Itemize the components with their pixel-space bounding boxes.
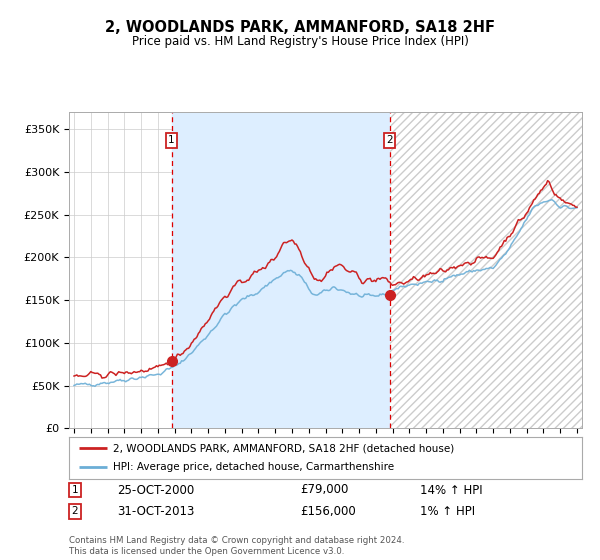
Bar bbox=[390, 112, 600, 428]
Text: Contains HM Land Registry data © Crown copyright and database right 2024.
This d: Contains HM Land Registry data © Crown c… bbox=[69, 536, 404, 556]
Text: 2, WOODLANDS PARK, AMMANFORD, SA18 2HF (detached house): 2, WOODLANDS PARK, AMMANFORD, SA18 2HF (… bbox=[113, 443, 454, 453]
Text: Price paid vs. HM Land Registry's House Price Index (HPI): Price paid vs. HM Land Registry's House … bbox=[131, 35, 469, 48]
Text: £156,000: £156,000 bbox=[300, 505, 356, 518]
Text: 25-OCT-2000: 25-OCT-2000 bbox=[117, 483, 194, 497]
Text: HPI: Average price, detached house, Carmarthenshire: HPI: Average price, detached house, Carm… bbox=[113, 463, 394, 473]
Text: 2, WOODLANDS PARK, AMMANFORD, SA18 2HF: 2, WOODLANDS PARK, AMMANFORD, SA18 2HF bbox=[105, 20, 495, 35]
Text: 2: 2 bbox=[71, 506, 79, 516]
Text: 2: 2 bbox=[386, 136, 393, 146]
Bar bbox=[172, 112, 390, 428]
Text: 14% ↑ HPI: 14% ↑ HPI bbox=[420, 483, 482, 497]
Text: 1: 1 bbox=[168, 136, 175, 146]
Text: 1% ↑ HPI: 1% ↑ HPI bbox=[420, 505, 475, 518]
Text: £79,000: £79,000 bbox=[300, 483, 349, 497]
Text: 1: 1 bbox=[71, 485, 79, 495]
Text: 31-OCT-2013: 31-OCT-2013 bbox=[117, 505, 194, 518]
